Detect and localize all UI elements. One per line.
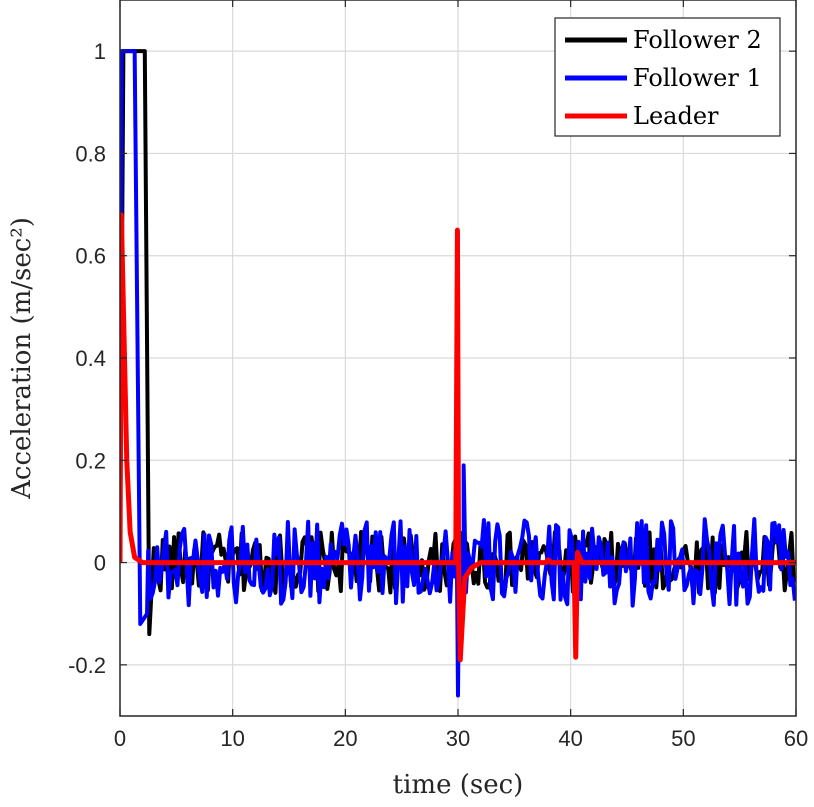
y-tick-label: -0.2 [68, 653, 106, 678]
y-tick-label: 0.8 [75, 141, 106, 166]
legend: Follower 2 Follower 1 Leader [554, 17, 781, 137]
x-tick-label: 30 [446, 726, 470, 751]
x-tick-labels: 0 10 20 30 40 50 60 [114, 726, 808, 751]
y-tick-label: 1 [94, 39, 106, 64]
x-tick-label: 60 [784, 726, 808, 751]
y-tick-label: 0.6 [75, 244, 106, 269]
x-tick-label: 20 [333, 726, 357, 751]
series-line-follower-1 [120, 49, 796, 698]
series-line-leader [120, 212, 796, 663]
ticks [119, 0, 797, 716]
x-tick-label: 0 [114, 726, 126, 751]
y-axis-label: Acceleration (m/sec²) [7, 217, 37, 500]
y-tick-label: 0.4 [75, 346, 106, 371]
x-axis-label: time (sec) [393, 770, 524, 800]
series-layer [120, 49, 796, 698]
legend-entry: Leader [633, 102, 719, 130]
x-tick-label: 50 [671, 726, 695, 751]
x-tick-label: 10 [220, 726, 244, 751]
legend-entry: Follower 1 [633, 64, 762, 92]
x-tick-label: 40 [558, 726, 582, 751]
y-tick-labels: -0.2 0 0.2 0.4 0.6 0.8 1 [68, 39, 106, 678]
y-tick-label: 0.2 [75, 448, 106, 473]
legend-entry: Follower 2 [633, 26, 762, 54]
y-tick-label: 0 [94, 551, 106, 576]
